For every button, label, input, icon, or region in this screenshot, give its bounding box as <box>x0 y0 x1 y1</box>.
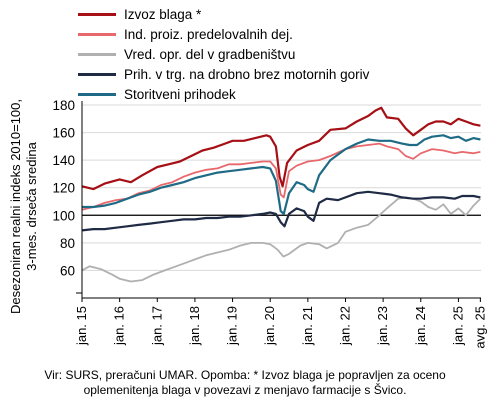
y-tick-label: 180 <box>52 98 75 113</box>
x-tick-labels: jan. 15 jan. 16 jan. 17 jan. 18 jan. 19 jan. … <box>74 298 487 349</box>
legend-label: Vred. opr. del v gradbeništvu <box>124 46 296 62</box>
y-tick-label: 80 <box>60 236 75 251</box>
x-tick-label: jan. 21 <box>300 306 315 346</box>
legend-swatch <box>78 52 116 56</box>
series-line-4 <box>81 190 481 232</box>
x-tick-label: jan. 24 <box>413 306 428 346</box>
x-tick-label: jan. 18 <box>187 306 202 346</box>
axes <box>76 101 481 300</box>
x-tick-label: jan. 22 <box>337 306 352 346</box>
legend-item: Storitveni prihodek <box>78 84 488 104</box>
source-note: Vir: SURS, preračuni UMAR. Opomba: * Izv… <box>44 368 446 397</box>
x-tick-label: jan. 25 <box>450 306 465 346</box>
x-tick-label: jan. 17 <box>149 306 164 346</box>
legend-item: Prih. v trg. na drobno brez motornih gor… <box>78 64 488 84</box>
x-tick-label: avg. 25 <box>472 306 487 349</box>
x-tick-label: jan. 19 <box>225 306 240 346</box>
y-axis-label-line: Desezoniran realni indeks 2010=100, <box>8 99 23 314</box>
y-tick-label: 120 <box>52 181 75 196</box>
x-tick-label: jan. 16 <box>112 306 127 346</box>
y-tick-labels: 60 80 100 120 140 160 180 <box>52 98 75 278</box>
legend-label: Ind. proiz. predelovalnih dej. <box>124 26 293 42</box>
axis-break-mark <box>76 292 83 298</box>
series-lines <box>81 106 482 283</box>
legend-label: Izvoz blaga * <box>124 6 202 22</box>
series-line-3 <box>81 196 482 283</box>
legend-item: Vred. opr. del v gradbeništvu <box>78 44 488 64</box>
legend: Izvoz blaga * Ind. proiz. predelovalnih d… <box>78 4 488 104</box>
series-line-5 <box>82 134 481 215</box>
x-tick-label: jan. 23 <box>375 306 390 346</box>
y-axis-label-line: 3-mes. drseča sredina <box>24 141 39 270</box>
legend-swatch <box>78 72 116 76</box>
legend-swatch <box>78 12 116 16</box>
y-tick-label: 160 <box>52 126 75 141</box>
legend-swatch <box>78 32 116 36</box>
y-axis-label: Desezoniran realni indeks 2010=100,3-mes… <box>8 99 39 314</box>
legend-swatch <box>78 92 116 96</box>
x-tick-label: jan. 20 <box>262 306 277 346</box>
legend-label: Prih. v trg. na drobno brez motornih gor… <box>124 66 370 82</box>
y-tick-label: 100 <box>52 208 75 223</box>
legend-label: Storitveni prihodek <box>124 86 236 102</box>
legend-item: Izvoz blaga * <box>78 4 488 24</box>
legend-item: Ind. proiz. predelovalnih dej. <box>78 24 488 44</box>
y-tick-label: 60 <box>60 263 75 278</box>
series-line-1 <box>81 106 481 191</box>
y-tick-label: 140 <box>52 153 75 168</box>
x-tick-label: jan. 15 <box>74 306 89 346</box>
series-line-2 <box>81 142 481 211</box>
